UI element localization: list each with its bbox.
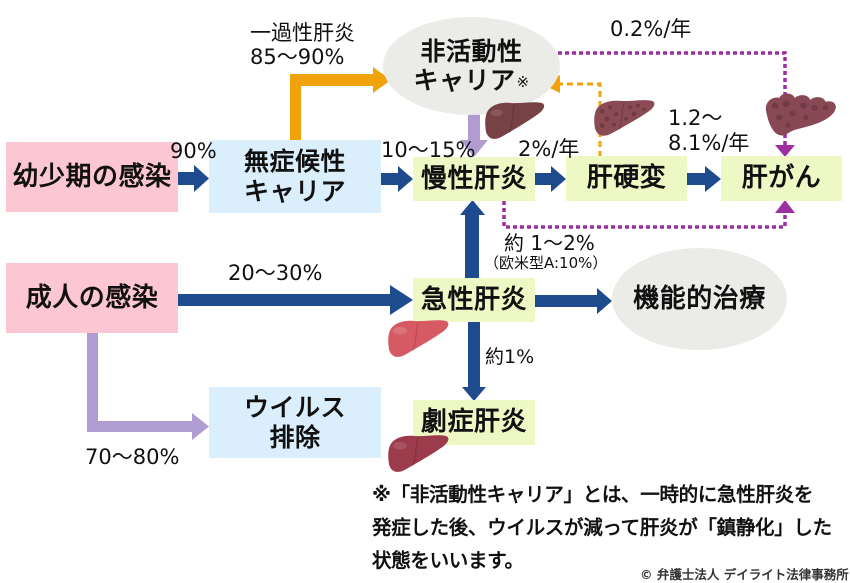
- node-cirrhosis: 肝硬変: [566, 156, 687, 201]
- label-cirrhosis-to-cancer-line2: 8.1%/年: [668, 131, 750, 155]
- node-label: 幼少期の感染: [12, 161, 172, 192]
- node-label-line2: 排除: [269, 422, 321, 452]
- node-chronic-hepatitis: 慢性肝炎: [413, 157, 535, 201]
- arrow-acute-to-chronic: [460, 200, 485, 278]
- node-label: 成人の感染: [25, 282, 159, 313]
- footnote-line: 状態をいいます。: [372, 549, 524, 572]
- footnote-line: ※「非活動性キャリア」とは、一時的に急性肝炎を: [372, 483, 814, 506]
- node-label-line2: キャリア: [243, 176, 346, 206]
- label-adult-to-elimination: 70〜80%: [85, 445, 180, 469]
- node-fulminant-hepatitis: 劇症肝炎: [413, 400, 535, 445]
- node-label: 機能的治療: [633, 283, 766, 314]
- node-label-line1: ウイルス: [243, 393, 346, 422]
- arrowhead-inactive-to-cancer: [775, 145, 795, 157]
- node-label-line1: 非活動性: [420, 36, 523, 66]
- node-inactive-carrier: 非活動性 キャリア※: [383, 17, 560, 115]
- node-asymptomatic-carrier: 無症候性 キャリア: [209, 140, 381, 213]
- arrowhead-chronic-to-cancer: [775, 200, 795, 213]
- arrow-carrier-to-chronic: [381, 166, 413, 192]
- lavender-arrows: [87, 112, 488, 440]
- arrow-cirrhosis-to-cancer: [687, 166, 721, 192]
- arrow-acute-to-fulminant: [462, 322, 486, 401]
- node-label: 慢性肝炎: [420, 163, 527, 194]
- label-childhood-to-carrier: 90%: [170, 139, 217, 163]
- dotted-line-chronic-to-cancer: [502, 201, 787, 229]
- label-adult-to-acute: 20〜30%: [228, 261, 323, 285]
- node-label-line1: 無症候性: [243, 147, 346, 176]
- node-adult-infection: 成人の感染: [6, 263, 178, 333]
- arrow-adult-to-elimination: [87, 333, 209, 440]
- node-label-line2-wrap: キャリア※: [413, 66, 529, 96]
- footnote-mark: ※: [516, 73, 530, 91]
- navy-arrows: [178, 165, 721, 401]
- node-label: 肝がん: [741, 163, 822, 194]
- arrow-acute-to-cure: [535, 288, 612, 314]
- arrow-chronic-to-cirrhosis: [535, 166, 566, 192]
- arrow-childhood-to-carrier: [178, 165, 209, 192]
- node-label: 肝硬変: [586, 163, 667, 194]
- node-functional-cure: 機能的治療: [612, 248, 787, 350]
- node-label-line2: キャリア: [413, 66, 516, 95]
- arrow-inactive-to-chronic: [460, 112, 488, 157]
- footnote-line: 発症した後、ウイルスが減って肝炎が「鎮静化」した: [372, 516, 832, 539]
- label-chronic-to-cirrhosis: 2%/年: [518, 137, 580, 161]
- label-carrier-to-inactive-line1: 一過性肝炎: [250, 21, 355, 45]
- label-acute-to-chronic-line2: （欧米型A:10%）: [484, 254, 608, 272]
- label-carrier-to-chronic: 10〜15%: [381, 138, 476, 162]
- arrow-adult-to-acute: [178, 285, 413, 315]
- node-virus-elimination: ウイルス 排除: [209, 387, 381, 458]
- node-childhood-infection: 幼少期の感染: [6, 142, 178, 212]
- label-inactive-to-cancer: 0.2%/年: [610, 17, 692, 41]
- node-acute-hepatitis: 急性肝炎: [413, 278, 535, 322]
- footnote: ※「非活動性キャリア」とは、一時的に急性肝炎を 発症した後、ウイルスが減って肝炎…: [372, 478, 832, 577]
- arrow-carrier-to-inactive: [290, 67, 391, 140]
- label-acute-to-chronic-line1: 約 1〜2%: [504, 231, 595, 255]
- label-carrier-to-inactive-line2: 85〜90%: [250, 45, 345, 69]
- node-label: 急性肝炎: [420, 284, 527, 315]
- node-label: 劇症肝炎: [420, 407, 527, 438]
- label-cirrhosis-to-cancer-line1: 1.2〜: [668, 106, 723, 130]
- label-acute-to-fulminant: 約1%: [485, 346, 535, 368]
- node-liver-cancer: 肝がん: [721, 156, 842, 201]
- copyright: © 弁護士法人 デイライト法律事務所: [640, 567, 849, 582]
